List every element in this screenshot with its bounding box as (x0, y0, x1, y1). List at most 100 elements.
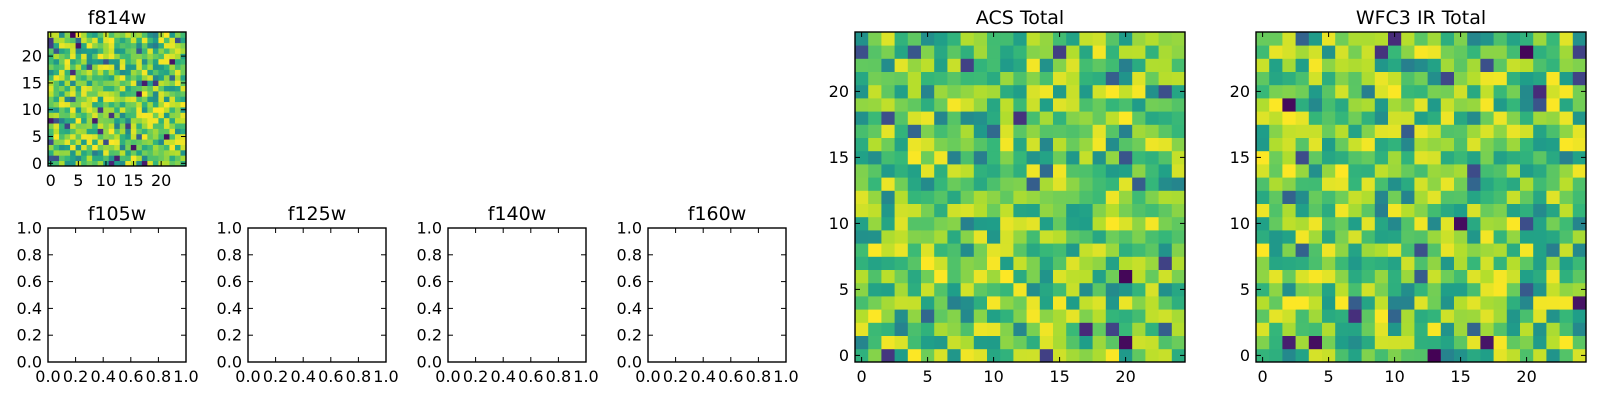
heatmap-cell (855, 45, 869, 59)
heatmap-cell (1145, 177, 1159, 191)
heatmap-cell (881, 230, 895, 244)
heatmap-cell (1026, 282, 1041, 297)
heatmap-cell (103, 37, 110, 44)
y-tick-label: 0.0 (417, 353, 442, 372)
heatmap-cell (1132, 348, 1146, 363)
heatmap-cell (1039, 282, 1054, 297)
x-tick-label: 0.4 (290, 367, 315, 386)
heatmap-cell (1171, 296, 1186, 310)
heatmap-cell (1158, 348, 1173, 363)
x-tick-label: 0.8 (746, 367, 771, 386)
heatmap-cell (169, 69, 176, 76)
heatmap-cell (960, 282, 975, 297)
heatmap-cell (1295, 124, 1310, 138)
heatmap-cell (1361, 58, 1376, 72)
heatmap-cell (75, 80, 82, 86)
y-tick-label: 0.2 (417, 326, 442, 345)
heatmap-cell (1374, 230, 1389, 244)
heatmap-cell (907, 282, 922, 297)
heatmap-cell (1401, 243, 1415, 257)
heatmap-cell (81, 101, 88, 108)
heatmap-cell (1480, 296, 1494, 310)
heatmap-cell (1013, 243, 1027, 257)
heatmap-cell (1026, 71, 1041, 86)
heatmap-cell (1322, 71, 1336, 86)
heatmap-cell (81, 123, 88, 129)
heatmap-cell (81, 160, 88, 167)
heatmap-cell (1119, 335, 1133, 350)
heatmap-cell (1039, 45, 1054, 59)
heatmap-cell (130, 123, 137, 129)
heatmap-cell (75, 123, 82, 129)
heatmap-cell (1335, 322, 1349, 336)
heatmap-cell (108, 85, 115, 92)
heatmap-cell (1053, 322, 1067, 336)
heatmap-cell (1533, 150, 1547, 165)
heatmap-cell (163, 107, 170, 113)
heatmap-cell (973, 269, 988, 284)
heatmap-cell (934, 98, 948, 112)
heatmap-cell (86, 74, 93, 81)
heatmap-cell (921, 164, 935, 178)
y-tick-label: 1.0 (617, 219, 642, 238)
heatmap-cell (163, 101, 170, 108)
heatmap-cell (1079, 164, 1093, 178)
heatmap-cell (1440, 84, 1455, 99)
heatmap-cell (48, 85, 54, 92)
heatmap-cell (1506, 98, 1521, 112)
heatmap-cell (1053, 243, 1067, 257)
heatmap-cell (1414, 111, 1428, 125)
heatmap-cell (180, 90, 187, 97)
heatmap-cell (1493, 309, 1508, 323)
heatmap-cell (119, 85, 126, 92)
heatmap-cell (960, 269, 975, 284)
heatmap-cell (136, 133, 143, 140)
heatmap-cell (881, 216, 895, 231)
heatmap-cell (53, 69, 60, 76)
heatmap-cell (1053, 124, 1067, 138)
heatmap-cell (163, 112, 170, 119)
heatmap-cell (960, 348, 975, 363)
heatmap-cell (1533, 216, 1547, 231)
heatmap-cell (1000, 124, 1014, 138)
heatmap-cell (70, 64, 76, 70)
heatmap-cell (907, 137, 922, 152)
heatmap-cell (894, 45, 909, 59)
heatmap-cell (1282, 203, 1296, 218)
heatmap-cell (1348, 98, 1362, 112)
heatmap-cell (1401, 282, 1415, 297)
heatmap-cell (1282, 58, 1296, 72)
heatmap-cell (53, 107, 60, 113)
heatmap-cell (152, 123, 159, 129)
heatmap-cell (108, 160, 115, 167)
heatmap-cell (1158, 190, 1173, 204)
heatmap-cell (125, 160, 132, 167)
heatmap-cell (119, 90, 126, 97)
heatmap-cell (973, 216, 988, 231)
heatmap-cell (1506, 32, 1521, 46)
heatmap-cell (174, 48, 181, 54)
heatmap-cell (1158, 243, 1173, 257)
heatmap-cell (136, 37, 143, 44)
heatmap-cell (1269, 71, 1283, 86)
heatmap-cell (973, 98, 988, 112)
heatmap-cell (114, 101, 121, 108)
heatmap-cell (125, 112, 132, 119)
heatmap-cell (163, 139, 170, 145)
y-tick-label: 0.8 (617, 245, 642, 264)
heatmap-cell (119, 69, 126, 76)
heatmap-cell (947, 309, 961, 323)
heatmap-cell (1401, 335, 1415, 350)
heatmap-cell (119, 80, 126, 86)
heatmap-cell (973, 296, 988, 310)
heatmap-cell (1401, 269, 1415, 284)
heatmap-cell (1361, 45, 1376, 59)
heatmap-cell (169, 96, 176, 103)
heatmap-cell (1295, 269, 1310, 284)
heatmap-cell (119, 117, 126, 124)
heatmap-cell (1119, 243, 1133, 257)
heatmap-cell (1559, 203, 1574, 218)
heatmap-cell (1546, 124, 1560, 138)
heatmap-cell (1308, 58, 1323, 72)
heatmap-cell (70, 80, 76, 86)
